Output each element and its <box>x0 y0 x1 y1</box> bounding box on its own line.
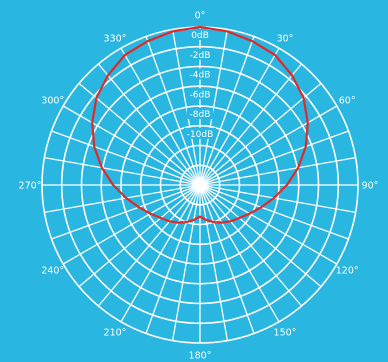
angle-tick-label: 120° <box>336 266 359 277</box>
angle-tick-label: 30° <box>277 33 294 44</box>
series-layer <box>91 25 309 224</box>
angle-tick-label: 0° <box>195 11 206 22</box>
radial-label-background <box>184 127 216 139</box>
radius-gridline <box>120 105 280 265</box>
radial-tick-label: -6dB <box>190 90 211 100</box>
angle-tick-label: 300° <box>41 96 64 107</box>
radius-gridline <box>139 124 261 246</box>
radial-tick-label: -8dB <box>190 110 211 120</box>
radial-label-background <box>186 88 214 100</box>
polar-pattern-line <box>91 25 309 224</box>
angle-tick-label: 60° <box>339 96 356 107</box>
radius-gridline <box>179 164 221 206</box>
angle-tick-label: 150° <box>274 328 297 339</box>
radius-gridline <box>80 65 320 305</box>
radial-tick-label: -10dB <box>187 130 214 140</box>
angle-tick-label: 180° <box>189 351 212 362</box>
angle-labels: 0° 30° 60° 90° 120° 150° 180° 210° 240° 270° 300° 3… <box>19 11 379 362</box>
angle-tick-label: 270° <box>19 181 42 192</box>
radial-label-background <box>186 68 214 80</box>
radial-label-background <box>189 29 211 40</box>
grid <box>41 26 359 344</box>
radial-tick-label: -2dB <box>190 51 211 61</box>
radial-labels: 0dB -2dB -4dB -6dB -8dB -10dB <box>184 29 216 140</box>
angle-tick-label: 240° <box>41 266 64 277</box>
radial-label-background <box>186 108 214 119</box>
angle-tick-label: 90° <box>362 181 379 192</box>
radial-tick-label: -4dB <box>190 71 211 81</box>
angle-tick-label: 330° <box>104 33 127 44</box>
radial-label-background <box>186 48 214 60</box>
radius-gridline <box>60 45 340 325</box>
radius-gridline <box>159 144 241 226</box>
radial-tick-label: 0dB <box>191 31 209 41</box>
radius-gridline <box>100 85 300 285</box>
angle-tick-label: 210° <box>104 328 127 339</box>
